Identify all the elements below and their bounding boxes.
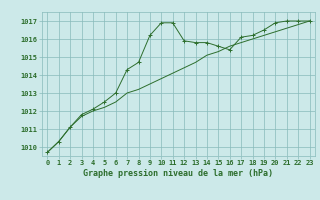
- X-axis label: Graphe pression niveau de la mer (hPa): Graphe pression niveau de la mer (hPa): [84, 169, 273, 178]
